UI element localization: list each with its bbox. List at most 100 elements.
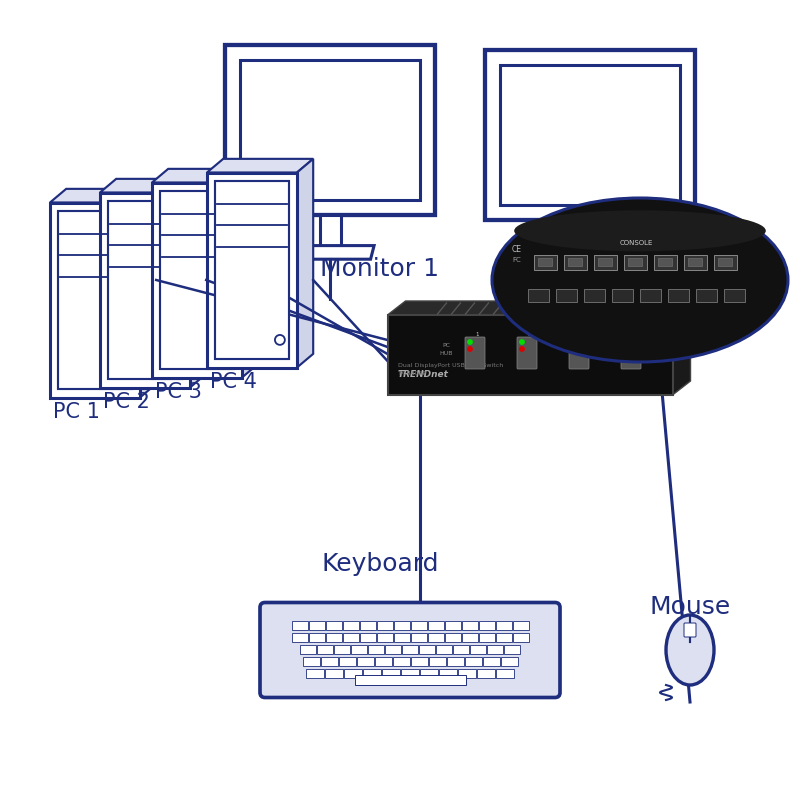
FancyBboxPatch shape: [445, 621, 461, 630]
Circle shape: [118, 365, 128, 375]
FancyBboxPatch shape: [342, 621, 358, 630]
Text: Dual DisplayPort USB KVM Switch: Dual DisplayPort USB KVM Switch: [398, 363, 502, 368]
Polygon shape: [673, 301, 690, 395]
FancyBboxPatch shape: [714, 254, 737, 270]
Text: Mouse: Mouse: [650, 595, 730, 619]
Polygon shape: [207, 159, 314, 173]
FancyBboxPatch shape: [527, 289, 549, 302]
FancyBboxPatch shape: [470, 645, 486, 654]
FancyBboxPatch shape: [326, 621, 342, 630]
Polygon shape: [546, 250, 634, 264]
Polygon shape: [190, 179, 206, 387]
FancyBboxPatch shape: [354, 675, 466, 685]
Text: 3: 3: [579, 332, 582, 337]
FancyBboxPatch shape: [321, 657, 338, 666]
FancyBboxPatch shape: [410, 657, 427, 666]
Circle shape: [572, 346, 576, 351]
Text: FC: FC: [512, 257, 521, 263]
FancyBboxPatch shape: [695, 289, 717, 302]
FancyBboxPatch shape: [478, 633, 494, 642]
FancyBboxPatch shape: [427, 621, 443, 630]
FancyBboxPatch shape: [623, 254, 646, 270]
FancyBboxPatch shape: [410, 621, 426, 630]
FancyBboxPatch shape: [387, 315, 673, 395]
Polygon shape: [152, 169, 258, 182]
FancyBboxPatch shape: [517, 337, 537, 369]
Text: Monitor 2: Monitor 2: [590, 262, 709, 286]
FancyBboxPatch shape: [436, 645, 452, 654]
Polygon shape: [100, 193, 190, 387]
Ellipse shape: [666, 615, 714, 685]
FancyBboxPatch shape: [325, 669, 343, 678]
Polygon shape: [387, 301, 690, 315]
FancyBboxPatch shape: [611, 289, 633, 302]
Circle shape: [520, 346, 524, 351]
Ellipse shape: [514, 210, 766, 251]
Circle shape: [275, 335, 285, 345]
FancyBboxPatch shape: [465, 337, 485, 369]
FancyBboxPatch shape: [495, 633, 511, 642]
FancyBboxPatch shape: [260, 602, 560, 698]
FancyBboxPatch shape: [658, 258, 672, 266]
FancyBboxPatch shape: [684, 623, 696, 637]
FancyBboxPatch shape: [501, 657, 518, 666]
FancyBboxPatch shape: [429, 657, 446, 666]
Polygon shape: [319, 215, 341, 246]
FancyBboxPatch shape: [351, 645, 367, 654]
Polygon shape: [242, 169, 258, 378]
FancyBboxPatch shape: [485, 50, 695, 220]
FancyBboxPatch shape: [594, 254, 617, 270]
FancyBboxPatch shape: [667, 289, 689, 302]
Polygon shape: [100, 179, 206, 193]
FancyBboxPatch shape: [478, 621, 494, 630]
FancyBboxPatch shape: [598, 258, 612, 266]
FancyBboxPatch shape: [291, 621, 307, 630]
FancyBboxPatch shape: [500, 65, 680, 206]
Circle shape: [468, 340, 472, 344]
FancyBboxPatch shape: [534, 254, 557, 270]
Polygon shape: [579, 220, 601, 250]
FancyBboxPatch shape: [568, 258, 582, 266]
FancyBboxPatch shape: [394, 621, 410, 630]
Text: Keyboard: Keyboard: [322, 553, 438, 577]
Circle shape: [220, 345, 230, 355]
FancyBboxPatch shape: [628, 258, 642, 266]
FancyBboxPatch shape: [410, 633, 426, 642]
FancyBboxPatch shape: [359, 633, 375, 642]
FancyBboxPatch shape: [462, 633, 478, 642]
FancyBboxPatch shape: [477, 669, 495, 678]
FancyBboxPatch shape: [393, 657, 410, 666]
FancyBboxPatch shape: [309, 633, 325, 642]
FancyBboxPatch shape: [291, 633, 307, 642]
FancyBboxPatch shape: [504, 645, 520, 654]
FancyBboxPatch shape: [363, 669, 381, 678]
FancyBboxPatch shape: [688, 258, 702, 266]
Circle shape: [624, 340, 628, 344]
FancyBboxPatch shape: [357, 657, 374, 666]
FancyBboxPatch shape: [513, 621, 529, 630]
FancyBboxPatch shape: [326, 633, 342, 642]
Text: 2: 2: [527, 332, 530, 337]
FancyBboxPatch shape: [439, 669, 457, 678]
FancyBboxPatch shape: [718, 258, 732, 266]
FancyBboxPatch shape: [377, 633, 393, 642]
Polygon shape: [215, 181, 289, 359]
FancyBboxPatch shape: [306, 669, 324, 678]
FancyBboxPatch shape: [368, 645, 384, 654]
FancyBboxPatch shape: [317, 645, 333, 654]
Polygon shape: [152, 182, 242, 378]
FancyBboxPatch shape: [420, 669, 438, 678]
Text: TRENDnet: TRENDnet: [398, 370, 448, 379]
FancyBboxPatch shape: [462, 621, 478, 630]
Circle shape: [468, 346, 472, 351]
Ellipse shape: [492, 198, 788, 362]
FancyBboxPatch shape: [385, 645, 401, 654]
FancyBboxPatch shape: [359, 621, 375, 630]
Text: PC: PC: [442, 343, 450, 348]
Text: PC 2: PC 2: [103, 393, 150, 413]
FancyBboxPatch shape: [654, 254, 677, 270]
Text: PC 4: PC 4: [210, 373, 257, 393]
Polygon shape: [160, 190, 234, 370]
Circle shape: [520, 340, 524, 344]
Polygon shape: [50, 202, 140, 398]
